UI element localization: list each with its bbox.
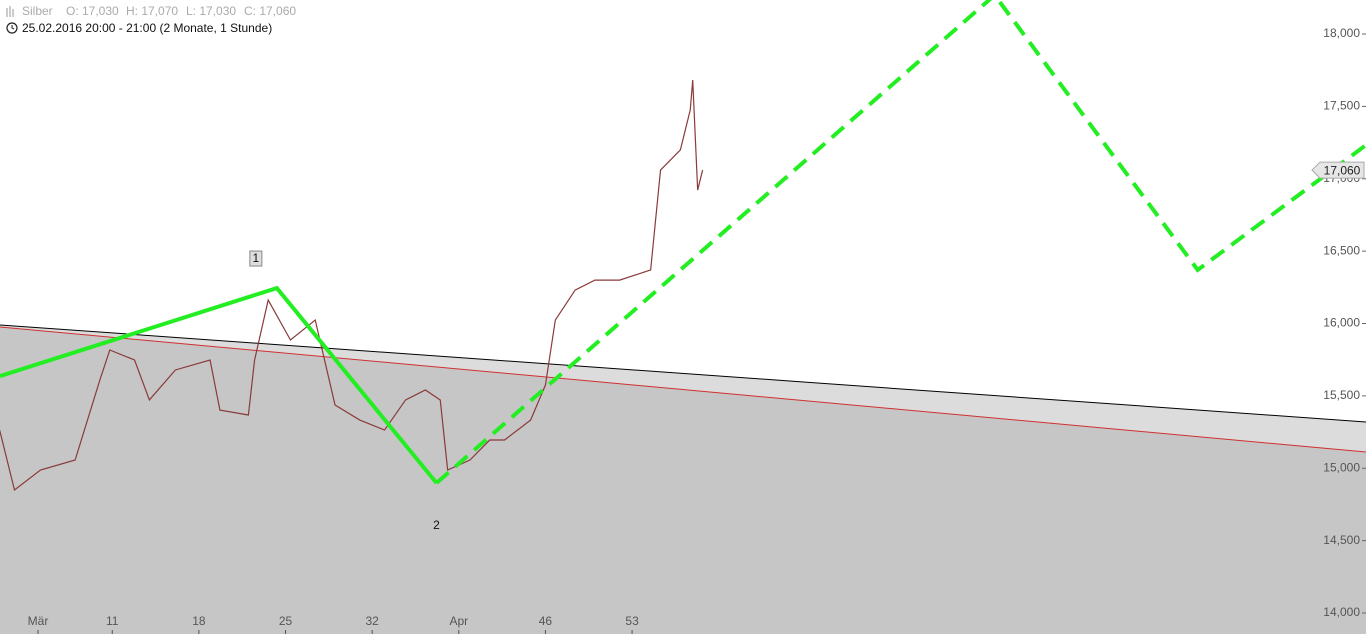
wave-label: 1 (253, 251, 260, 265)
y-tick-label: 18,000 (1323, 26, 1360, 40)
series-line (0, 79, 704, 492)
last-price-label: 17,060 (1324, 163, 1361, 177)
band-fill (0, 326, 1366, 634)
y-tick-label: 16,000 (1323, 316, 1360, 330)
series-line (0, 326, 1366, 453)
chart-icon (6, 6, 14, 17)
x-tick-label: 32 (365, 614, 379, 628)
high: H: 17,070 (126, 4, 178, 18)
y-tick-label: 17,500 (1323, 99, 1360, 113)
open: O: 17,030 (66, 4, 119, 18)
close: C: 17,060 (244, 4, 296, 18)
subtitle: 25.02.2016 20:00 - 21:00 (2 Monate, 1 St… (22, 21, 272, 35)
y-tick-label: 15,000 (1323, 460, 1360, 474)
header: Silber O: 17,030 H: 17,070 L: 17,030 C: … (6, 4, 296, 35)
wave-label-box (249, 250, 263, 267)
low: L: 17,030 (186, 4, 236, 18)
y-tick-label: 14,500 (1323, 533, 1360, 547)
symbol: Silber (22, 4, 53, 18)
last-price-box (1311, 161, 1365, 179)
series-line (435, 0, 1366, 485)
x-tick-label: 11 (106, 614, 119, 628)
x-tick-label: Mär (28, 614, 49, 628)
clock-icon (6, 22, 18, 34)
x-tick-label: 18 (192, 614, 206, 628)
series-line (0, 324, 1366, 423)
y-tick-label: 15,500 (1323, 388, 1360, 402)
clock-hand (11, 25, 15, 30)
x-tick-label: 46 (539, 614, 553, 628)
x-tick-label: Apr (449, 614, 468, 628)
y-tick-label: 16,500 (1323, 243, 1360, 257)
axes: 14,000 14,500 15,000 15,500 16,000 16,500 17,0… (28, 26, 1366, 634)
y-tick-label: 14,000 (1323, 605, 1360, 619)
x-tick-label: 25 (279, 614, 293, 628)
series-line (0, 285, 439, 485)
wave-label: 2 (433, 518, 440, 532)
x-tick-label: 53 (625, 614, 639, 628)
